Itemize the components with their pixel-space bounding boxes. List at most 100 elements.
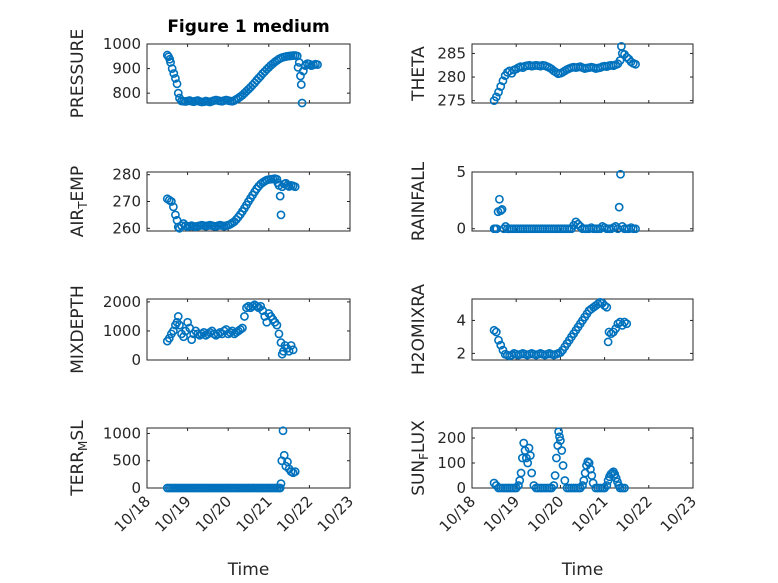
axes-sunflux: 0 100 200 10/18 10/19 10/20 10/21 10/22 10/23 Tim…	[409, 420, 700, 580]
x-tick-label: 10/20	[524, 492, 567, 535]
y-tick-label: 0	[131, 479, 141, 497]
data-point	[611, 324, 621, 334]
data-point	[602, 481, 612, 490]
y-tick-label: 1000	[103, 322, 141, 340]
data-point	[631, 224, 640, 234]
data-point	[514, 481, 523, 490]
data-point	[604, 327, 614, 337]
x-tick-label: 10/21	[568, 492, 611, 535]
data-point	[603, 337, 613, 347]
data-point	[242, 303, 251, 313]
y-tick-label: 2	[456, 344, 466, 362]
data-point	[523, 458, 533, 468]
data-point	[275, 191, 285, 201]
data-point	[193, 329, 203, 339]
data-point	[554, 427, 564, 437]
y-tick-label: 0	[456, 220, 466, 238]
axes-frame	[471, 298, 694, 361]
data-point	[556, 348, 565, 357]
y-axis-label: THETA	[409, 46, 429, 102]
axes-frame	[471, 427, 694, 489]
data-point	[491, 327, 501, 337]
y-tick-label: 280	[112, 166, 141, 184]
data-point	[225, 328, 235, 337]
data-point	[496, 340, 506, 350]
data-point	[244, 301, 253, 311]
data-point	[620, 317, 629, 327]
data-point	[614, 202, 624, 212]
data-point	[552, 453, 561, 463]
data-point	[602, 302, 612, 312]
data-point	[300, 61, 310, 71]
data-point	[171, 74, 180, 83]
y-tick-label: 800	[112, 84, 141, 102]
data-point	[616, 169, 625, 179]
y-tick-label: 1000	[103, 424, 141, 442]
x-tick-label: 10/20	[192, 492, 235, 535]
axes-frame	[146, 427, 351, 489]
data-point	[494, 335, 503, 345]
data-point	[256, 301, 266, 311]
data-point	[549, 481, 559, 490]
data-point	[290, 182, 300, 192]
data-point	[240, 312, 249, 321]
y-axis-label: H2OMIXRA	[409, 284, 429, 375]
data-point	[175, 320, 184, 330]
data-point	[173, 312, 183, 321]
y-tick-label: 270	[112, 193, 141, 211]
y-tick-label: 5	[456, 163, 466, 181]
data-point	[583, 457, 593, 467]
data-point	[525, 451, 535, 460]
data-point	[164, 333, 174, 343]
y-axis-label: PRESSURE	[68, 29, 88, 118]
x-tick-label: 10/18	[436, 492, 479, 535]
y-tick-label: 260	[112, 219, 141, 237]
y-tick-label: 0	[456, 479, 466, 497]
data-point	[489, 325, 499, 335]
x-tick-label: 10/19	[480, 492, 523, 535]
data-point	[575, 483, 585, 493]
data-point	[622, 52, 632, 62]
data-point	[620, 483, 629, 493]
data-point	[517, 453, 527, 463]
data-point	[495, 194, 504, 204]
data-point	[631, 59, 640, 69]
data-point	[491, 92, 501, 102]
data-point	[555, 432, 564, 442]
x-tick-label: 10/19	[151, 492, 194, 535]
y-axis-label: SUNFLUX	[409, 420, 431, 496]
x-axis-label: Time	[227, 560, 270, 580]
y-tick-label: 280	[437, 68, 466, 86]
data-point	[527, 468, 537, 478]
data-point	[558, 461, 568, 470]
x-tick-label: 10/22	[613, 492, 656, 535]
data-point	[571, 217, 581, 227]
data-point	[238, 323, 247, 333]
axes-airtemp: 260 270 280 AIRTEMP	[68, 166, 351, 237]
data-point	[313, 60, 322, 70]
axes-h2omixra: 2 4 H2OMIXRA	[409, 284, 694, 375]
data-point	[511, 483, 521, 493]
y-tick-label: 1000	[103, 35, 141, 53]
y-tick-label: 285	[437, 44, 466, 62]
axes-frame	[471, 43, 694, 104]
data-point	[177, 221, 186, 231]
data-point	[276, 210, 286, 220]
data-point	[276, 479, 286, 489]
x-tick-label: 10/23	[314, 492, 357, 535]
data-point	[248, 301, 257, 311]
data-point	[560, 476, 570, 485]
data-point	[298, 66, 308, 76]
data-point	[573, 219, 583, 229]
y-tick-label: 2000	[103, 293, 141, 311]
data-point	[167, 64, 177, 73]
x-tick-label: 10/18	[111, 492, 154, 535]
x-tick-label: 10/23	[657, 492, 700, 535]
data-point	[274, 329, 284, 339]
data-point	[209, 329, 219, 339]
y-axis-label: MIXDEPTH	[68, 285, 88, 374]
x-tick-label: 10/22	[273, 492, 316, 535]
data-point	[489, 478, 499, 488]
data-point	[296, 80, 306, 89]
